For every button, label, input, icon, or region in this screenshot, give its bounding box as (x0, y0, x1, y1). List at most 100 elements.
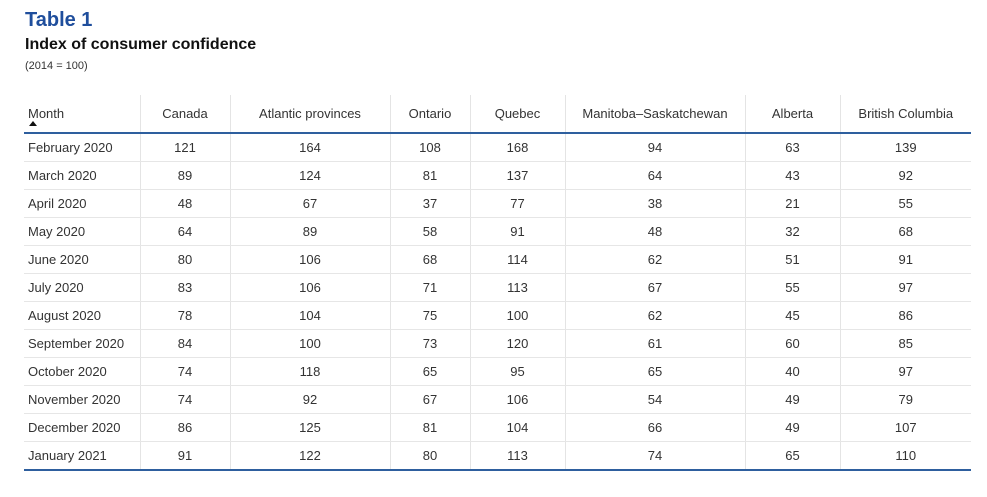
column-header[interactable]: Atlantic provinces (229, 95, 390, 134)
value-cell: 63 (744, 133, 840, 162)
value-cell: 164 (229, 133, 390, 162)
value-cell: 104 (229, 301, 390, 330)
value-cell: 83 (139, 273, 230, 302)
month-cell: June 2020 (24, 245, 140, 274)
value-cell: 137 (469, 161, 565, 190)
value-cell: 120 (469, 329, 565, 358)
column-header[interactable]: Month (24, 95, 140, 134)
column-header[interactable]: British Columbia (839, 95, 971, 134)
value-cell: 61 (564, 329, 745, 358)
value-cell: 139 (839, 133, 971, 162)
value-cell: 49 (744, 385, 840, 414)
month-cell: April 2020 (24, 189, 140, 218)
value-cell: 122 (229, 441, 390, 471)
value-cell: 107 (839, 413, 971, 442)
value-cell: 66 (564, 413, 745, 442)
value-cell: 45 (744, 301, 840, 330)
value-cell: 51 (744, 245, 840, 274)
table-row: July 2020 83 106 71 113 67 55 97 (24, 273, 971, 302)
value-cell: 89 (139, 161, 230, 190)
value-cell: 62 (564, 301, 745, 330)
column-header-label: Atlantic provinces (259, 106, 361, 121)
value-cell: 49 (744, 413, 840, 442)
value-cell: 106 (229, 245, 390, 274)
value-cell: 67 (229, 189, 390, 218)
value-cell: 64 (564, 161, 745, 190)
month-cell: August 2020 (24, 301, 140, 330)
month-cell: July 2020 (24, 273, 140, 302)
value-cell: 95 (469, 357, 565, 386)
value-cell: 79 (839, 385, 971, 414)
value-cell: 74 (564, 441, 745, 471)
sort-arrow (29, 121, 37, 126)
value-cell: 32 (744, 217, 840, 246)
value-cell: 92 (229, 385, 390, 414)
value-cell: 86 (839, 301, 971, 330)
value-cell: 62 (564, 245, 745, 274)
value-cell: 65 (744, 441, 840, 471)
column-header[interactable]: Quebec (469, 95, 565, 134)
value-cell: 92 (839, 161, 971, 190)
value-cell: 67 (564, 273, 745, 302)
value-cell: 89 (229, 217, 390, 246)
column-header[interactable]: Alberta (744, 95, 840, 134)
month-cell: October 2020 (24, 357, 140, 386)
column-header-label: Quebec (494, 106, 541, 121)
month-cell: January 2021 (24, 441, 140, 471)
value-cell: 68 (839, 217, 971, 246)
value-cell: 37 (389, 189, 470, 218)
column-header[interactable]: Ontario (389, 95, 470, 134)
value-cell: 80 (389, 441, 470, 471)
value-cell: 75 (389, 301, 470, 330)
column-header-label: Alberta (771, 106, 814, 121)
value-cell: 40 (744, 357, 840, 386)
value-cell: 85 (839, 329, 971, 358)
value-cell: 94 (564, 133, 745, 162)
value-cell: 118 (229, 357, 390, 386)
table-title: Table 1 (25, 9, 93, 31)
column-header[interactable]: Manitoba–Saskatchewan (564, 95, 745, 134)
value-cell: 125 (229, 413, 390, 442)
table-row: September 2020 84 100 73 120 61 60 85 (24, 329, 971, 358)
column-header-label: Canada (162, 106, 208, 121)
value-cell: 60 (744, 329, 840, 358)
value-cell: 81 (389, 161, 470, 190)
value-cell: 124 (229, 161, 390, 190)
value-cell: 91 (839, 245, 971, 274)
table-row: June 2020 80 106 68 114 62 51 91 (24, 245, 971, 274)
month-cell: May 2020 (24, 217, 140, 246)
value-cell: 73 (389, 329, 470, 358)
table-row: December 2020 86 125 81 104 66 49 107 (24, 413, 971, 442)
table-note: (2014 = 100) (25, 60, 88, 72)
value-cell: 78 (139, 301, 230, 330)
value-cell: 114 (469, 245, 565, 274)
value-cell: 71 (389, 273, 470, 302)
month-cell: February 2020 (24, 133, 140, 162)
column-header-label: Ontario (408, 106, 452, 121)
table-row: January 2021 91 122 80 113 74 65 110 (24, 441, 971, 471)
sort-icon[interactable] (29, 120, 37, 126)
value-cell: 77 (469, 189, 565, 218)
value-cell: 48 (139, 189, 230, 218)
column-header-label: Manitoba–Saskatchewan (582, 106, 728, 121)
column-header-label: Month (28, 106, 65, 121)
value-cell: 58 (389, 217, 470, 246)
value-cell: 64 (139, 217, 230, 246)
value-cell: 48 (564, 217, 745, 246)
value-cell: 65 (564, 357, 745, 386)
value-cell: 91 (469, 217, 565, 246)
value-cell: 108 (389, 133, 470, 162)
value-cell: 91 (139, 441, 230, 471)
data-table: Month Canada Atlantic provinces Ontario Queb… (24, 95, 971, 471)
table-row: November 2020 74 92 67 106 54 49 79 (24, 385, 971, 414)
table-row: August 2020 78 104 75 100 62 45 86 (24, 301, 971, 330)
value-cell: 113 (469, 273, 565, 302)
value-cell: 110 (839, 441, 971, 471)
value-cell: 43 (744, 161, 840, 190)
month-cell: March 2020 (24, 161, 140, 190)
value-cell: 68 (389, 245, 470, 274)
value-cell: 67 (389, 385, 470, 414)
column-header[interactable]: Canada (139, 95, 230, 134)
value-cell: 97 (839, 357, 971, 386)
